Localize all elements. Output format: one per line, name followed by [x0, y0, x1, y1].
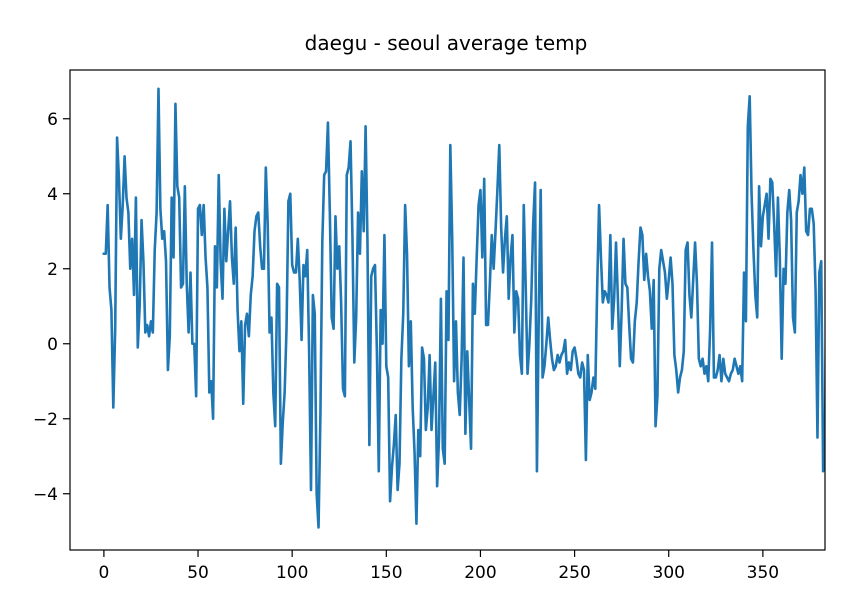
y-tick-label: 0 [47, 335, 58, 355]
axes-frame [69, 69, 826, 551]
x-tick-label: 150 [370, 563, 402, 583]
y-tick-label: 6 [47, 110, 58, 130]
y-tick-label: −4 [33, 485, 58, 505]
x-tick-label: 300 [653, 563, 685, 583]
x-tick-label: 0 [98, 563, 109, 583]
x-tick-label: 350 [747, 563, 779, 583]
y-tick-label: 2 [47, 260, 58, 280]
chart-title: daegu - seoul average temp [305, 31, 588, 55]
x-tick-label: 100 [276, 563, 308, 583]
plot-area [102, 87, 825, 529]
y-tick-label: −2 [33, 410, 58, 430]
axes: 0 50 100 150 200 250 300 350 −4 −2 0 2 4 6 [33, 69, 826, 583]
x-tick-label: 50 [187, 563, 209, 583]
series-line-0 [102, 87, 825, 529]
x-tick-label: 250 [558, 563, 590, 583]
y-tick-label: 4 [47, 185, 58, 205]
x-tick-label: 200 [464, 563, 496, 583]
